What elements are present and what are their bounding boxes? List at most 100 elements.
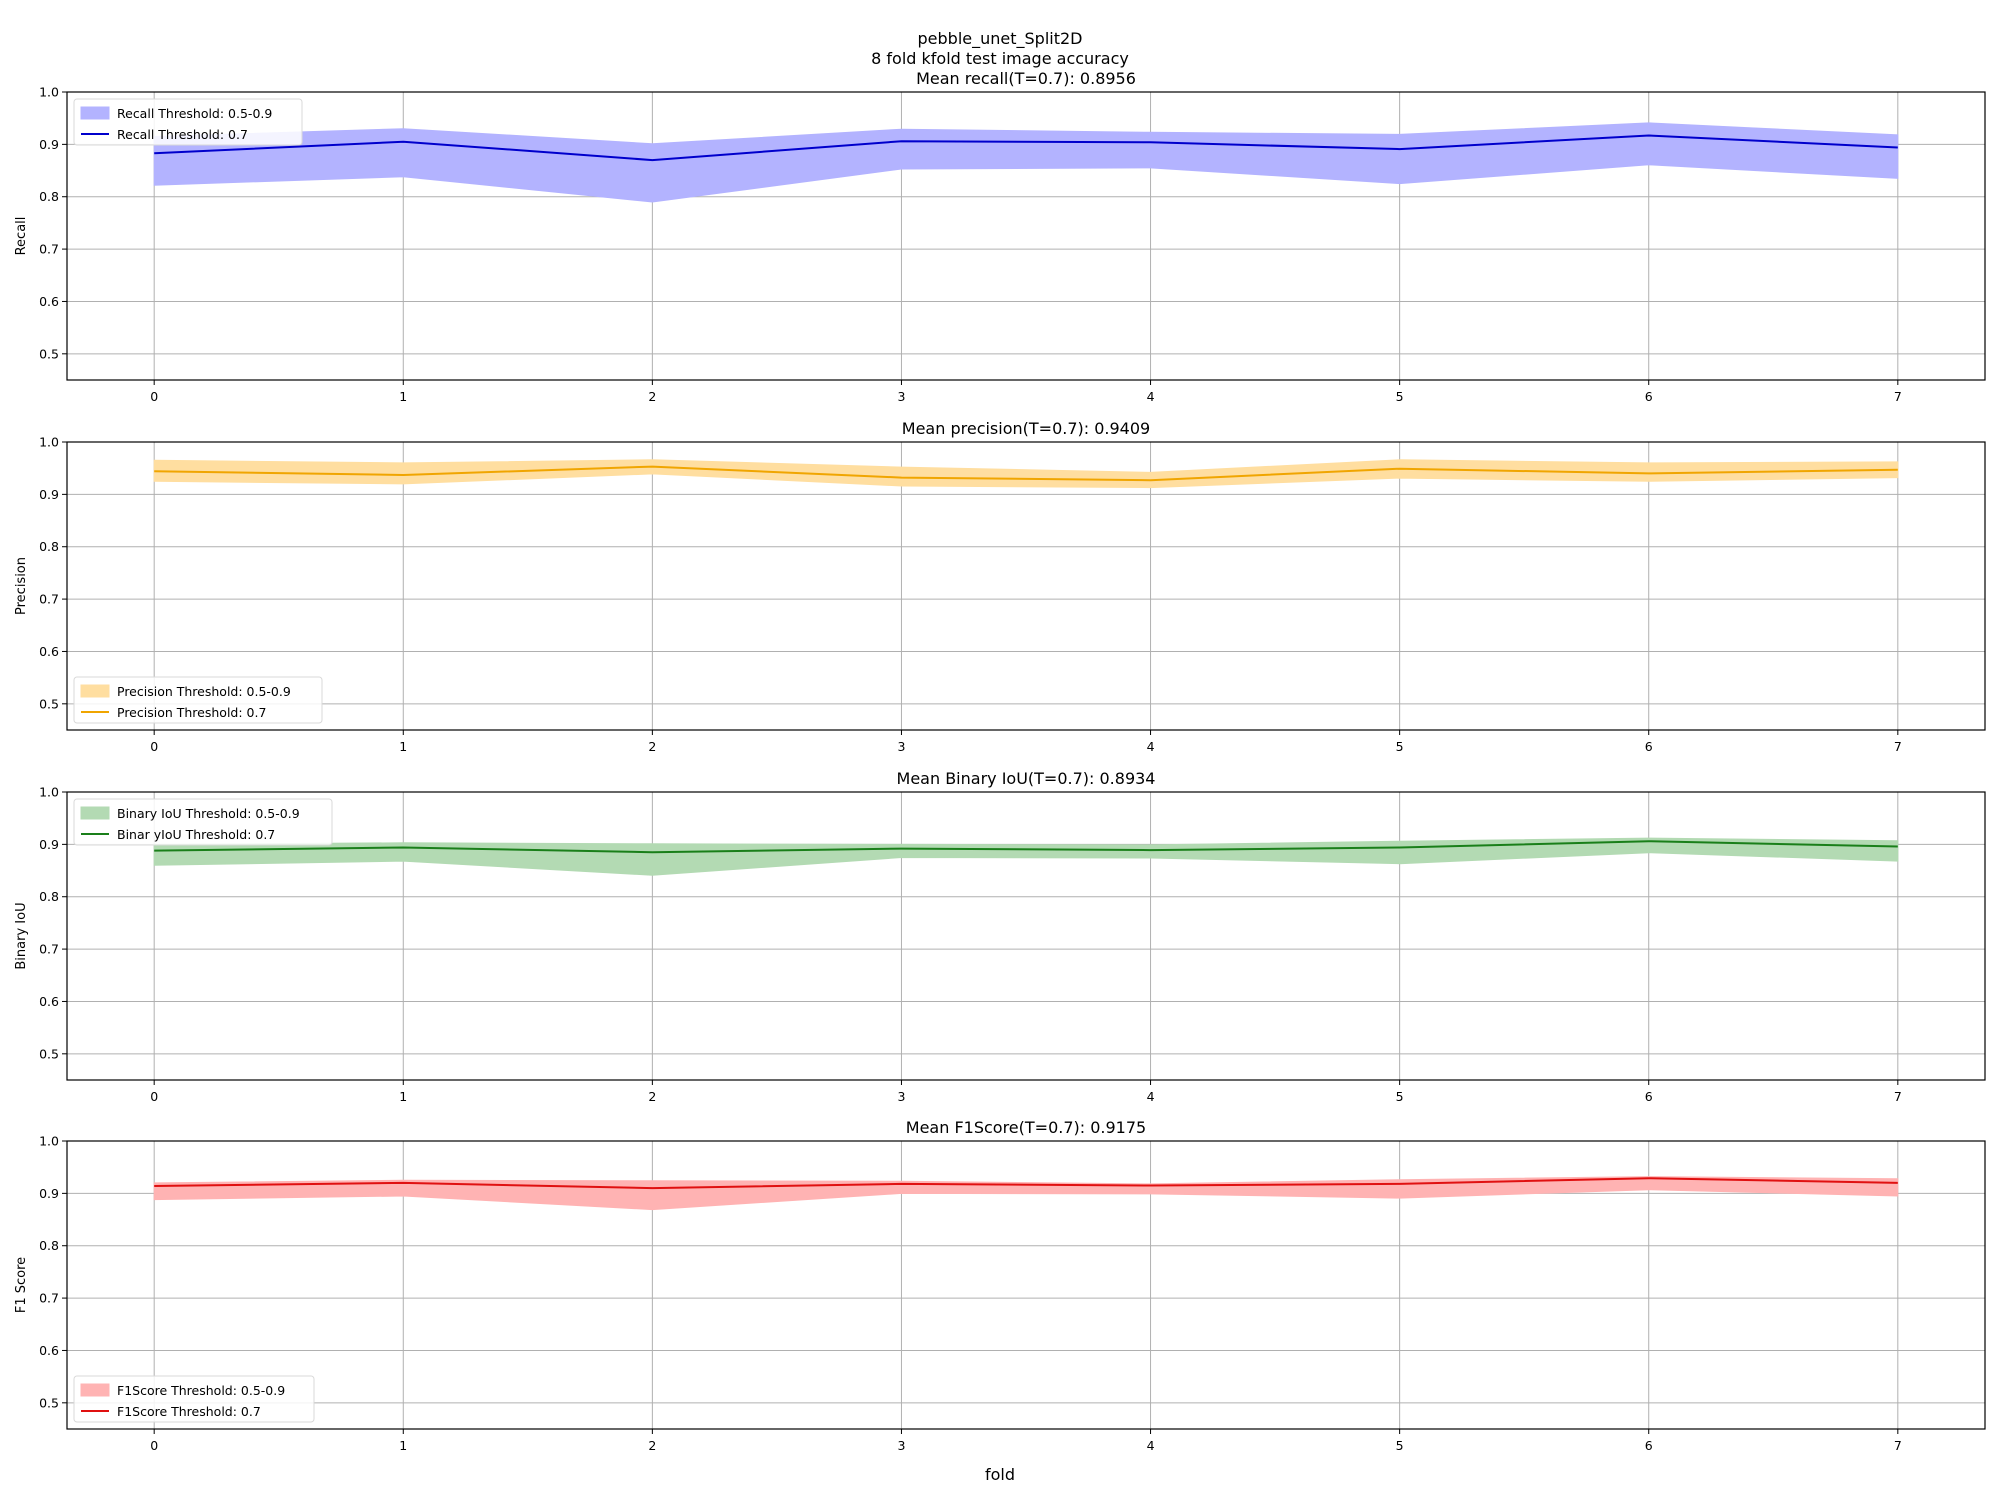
- x-tick-label: 1: [399, 739, 407, 754]
- x-tick-label: 3: [897, 1438, 905, 1453]
- x-tick-label: 5: [1396, 739, 1404, 754]
- x-tick-label: 6: [1645, 1438, 1653, 1453]
- y-axis-label: Recall: [14, 217, 29, 256]
- series-line: [154, 1177, 1898, 1190]
- plot-area: [67, 442, 1985, 730]
- subplot-3: 0 1 2 3 4 5 6 7 0.5 0.6 0.7 0.8 0.9 1.0 Mean Binary Io…: [14, 769, 1986, 1104]
- subplot-title: Mean Binary IoU(T=0.7): 0.8934: [897, 769, 1156, 788]
- threshold-band: [153, 837, 1899, 876]
- y-tick-label: 0.5: [39, 346, 59, 361]
- threshold-band: [153, 122, 1899, 203]
- y-axis-label: Precision: [14, 557, 29, 615]
- y-tick-label: 0.7: [39, 242, 59, 257]
- subplot-2: 0 1 2 3 4 5 6 7 0.5 0.6 0.7 0.8 0.9 1.0 Mean precision…: [14, 419, 1986, 754]
- series-line: [154, 465, 1898, 482]
- y-tick-label: 0.9: [39, 137, 59, 152]
- legend-band-swatch: [80, 684, 110, 698]
- x-tick-label: 4: [1147, 389, 1155, 404]
- x-tick-label: 4: [1147, 1089, 1155, 1104]
- legend-band-label: Recall Threshold: 0.5-0.9: [117, 106, 272, 121]
- x-tick-label: 3: [897, 389, 905, 404]
- y-tick-label: 0.6: [39, 994, 59, 1009]
- legend-line-label: Binar yIoU Threshold: 0.7: [117, 827, 275, 842]
- y-tick-label: 0.5: [39, 696, 59, 711]
- y-tick-label: 0.7: [39, 592, 59, 607]
- legend: Recall Threshold: 0.5-0.9 Recall Threshol…: [73, 98, 303, 146]
- y-tick-label: 0.6: [39, 644, 59, 659]
- subplot-panels: 0 1 2 3 4 5 6 7 0.5 0.6 0.7 0.8 0.9 1.0 Mean recall(T=…: [14, 69, 1986, 1453]
- x-tick-label: 1: [399, 1438, 407, 1453]
- y-tick-label: 0.5: [39, 1046, 59, 1061]
- figure-xlabel: fold: [985, 1465, 1015, 1484]
- legend-band-label: Binary IoU Threshold: 0.5-0.9: [117, 806, 300, 821]
- series-line: [154, 840, 1898, 854]
- x-tick-label: 6: [1645, 389, 1653, 404]
- x-tick-label: 2: [648, 1438, 656, 1453]
- x-tick-label: 4: [1147, 1438, 1155, 1453]
- x-tick-label: 3: [897, 1089, 905, 1104]
- y-tick-label: 1.0: [39, 1134, 59, 1149]
- plot-area: [67, 792, 1985, 1080]
- legend: Binary IoU Threshold: 0.5-0.9 Binar yIoU …: [73, 798, 333, 846]
- legend-line-label: F1Score Threshold: 0.7: [117, 1404, 261, 1419]
- x-tick-label: 1: [399, 389, 407, 404]
- y-tick-label: 0.9: [39, 837, 59, 852]
- legend-line-label: Precision Threshold: 0.7: [117, 705, 266, 720]
- x-tick-label: 3: [897, 739, 905, 754]
- legend-band-swatch: [80, 1383, 110, 1397]
- subplot-title: Mean precision(T=0.7): 0.9409: [902, 419, 1150, 438]
- subplot-title: Mean recall(T=0.7): 0.8956: [916, 69, 1136, 88]
- x-tick-label: 4: [1147, 739, 1155, 754]
- y-tick-label: 0.8: [39, 889, 59, 904]
- legend-box: [73, 98, 303, 146]
- legend-band-label: F1Score Threshold: 0.5-0.9: [117, 1383, 285, 1398]
- x-tick-label: 0: [150, 1089, 158, 1104]
- x-tick-label: 7: [1894, 1438, 1902, 1453]
- legend-band-swatch: [80, 106, 110, 120]
- y-tick-label: 0.6: [39, 1343, 59, 1358]
- x-tick-label: 2: [648, 739, 656, 754]
- x-tick-label: 2: [648, 1089, 656, 1104]
- axes-frame: [66, 441, 1986, 731]
- x-tick-label: 5: [1396, 1438, 1404, 1453]
- threshold-band: [153, 459, 1899, 489]
- x-tick-label: 0: [150, 389, 158, 404]
- subplot-title: Mean F1Score(T=0.7): 0.9175: [906, 1118, 1146, 1137]
- y-tick-label: 1.0: [39, 435, 59, 450]
- legend: F1Score Threshold: 0.5-0.9 F1Score Thresh…: [73, 1375, 315, 1423]
- y-tick-label: 0.9: [39, 1186, 59, 1201]
- x-tick-label: 5: [1396, 1089, 1404, 1104]
- x-tick-label: 6: [1645, 739, 1653, 754]
- y-axis-label: Binary IoU: [14, 902, 29, 969]
- figure-suptitle-line2: 8 fold kfold test image accuracy: [871, 49, 1129, 68]
- y-tick-label: 0.8: [39, 1238, 59, 1253]
- legend-band-label: Precision Threshold: 0.5-0.9: [117, 684, 291, 699]
- series-line: [154, 134, 1898, 162]
- threshold-band: [153, 1176, 1899, 1211]
- y-tick-label: 1.0: [39, 85, 59, 100]
- legend-line-label: Recall Threshold: 0.7: [117, 127, 248, 142]
- subplot-4: 0 1 2 3 4 5 6 7 0.5 0.6 0.7 0.8 0.9 1.0 Mean F1Score(T…: [14, 1118, 1986, 1453]
- legend-box: [73, 676, 323, 724]
- y-tick-label: 0.5: [39, 1395, 59, 1410]
- x-tick-label: 7: [1894, 1089, 1902, 1104]
- axes-frame: [66, 1140, 1986, 1430]
- y-tick-label: 0.8: [39, 539, 59, 554]
- x-tick-label: 0: [150, 739, 158, 754]
- x-tick-label: 0: [150, 1438, 158, 1453]
- y-tick-label: 1.0: [39, 785, 59, 800]
- y-tick-label: 0.9: [39, 487, 59, 502]
- x-tick-label: 1: [399, 1089, 407, 1104]
- x-tick-label: 7: [1894, 739, 1902, 754]
- x-tick-label: 5: [1396, 389, 1404, 404]
- y-tick-label: 0.7: [39, 1291, 59, 1306]
- legend: Precision Threshold: 0.5-0.9 Precision Th…: [73, 676, 323, 724]
- x-tick-label: 6: [1645, 1089, 1653, 1104]
- y-tick-label: 0.8: [39, 189, 59, 204]
- y-axis-label: F1 Score: [14, 1257, 29, 1313]
- axes-frame: [66, 791, 1986, 1081]
- y-tick-label: 0.7: [39, 942, 59, 957]
- x-tick-label: 2: [648, 389, 656, 404]
- figure-suptitle-line1: pebble_unet_Split2D: [918, 29, 1083, 49]
